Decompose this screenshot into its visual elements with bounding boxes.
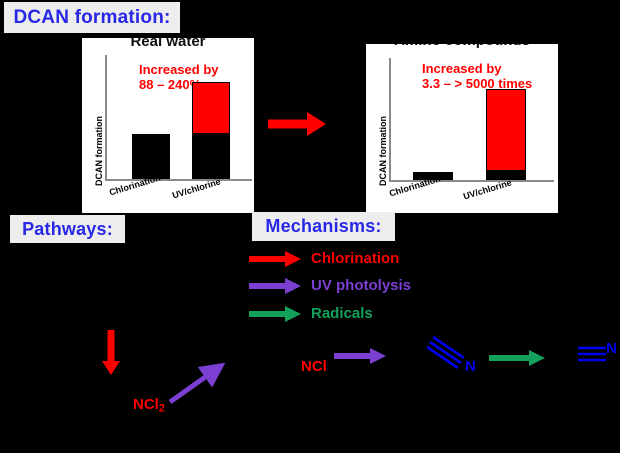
chart-annotation-line-1: Increased by <box>139 62 219 77</box>
arrow-shaft <box>249 256 286 262</box>
dcan-formation-heading: DCAN formation: <box>4 2 180 33</box>
x-axis-line-real-water <box>105 179 252 181</box>
arrow-shaft <box>268 119 308 129</box>
nitrile-n-label: N <box>465 358 476 375</box>
chart-panel-amino-compounds: Amino compounds Increased by 3.3 – > 500… <box>366 44 558 213</box>
arrow-shaft <box>489 355 529 361</box>
pathways-heading-label: Pathways: <box>22 218 113 239</box>
chart-annotation-line-2: 88 – 240% <box>139 76 202 92</box>
uv-photolysis-arrow-diagonal <box>168 362 226 405</box>
arrow-head <box>307 112 326 136</box>
mechanisms-heading-label: Mechanisms: <box>265 216 382 236</box>
monochloramine-label: NCl <box>301 358 327 375</box>
real-water-to-amino-arrow <box>268 112 326 136</box>
mechanisms-heading: Mechanisms: <box>252 212 395 241</box>
legend-label-radicals: Radicals <box>311 305 373 322</box>
pathways-heading: Pathways: <box>10 215 125 243</box>
bar-segment-black <box>486 171 526 180</box>
arrow-shaft <box>249 311 286 317</box>
legend-arrow-chlorination <box>249 251 301 267</box>
legend-arrow-uv-photolysis <box>249 278 301 294</box>
chart-annotation-amino-compounds: Increased by 3.3 – > 5000 times <box>422 61 533 91</box>
arrow-head <box>285 306 301 322</box>
arrow-head <box>102 361 120 375</box>
dichloramine-label: NCl2 <box>133 396 165 414</box>
bar-amino-uv-chlorine <box>486 89 526 180</box>
bar-real-water-uv-chlorine <box>192 82 230 179</box>
y-axis-line-amino-compounds <box>389 58 391 180</box>
y-axis-line-real-water <box>105 55 107 179</box>
arrow-head <box>285 251 301 267</box>
bar-segment-black <box>413 172 453 180</box>
chart-annotation-line-1: Increased by <box>422 61 502 76</box>
dichloramine-text: NCl <box>133 396 159 413</box>
x-axis-line-amino-compounds <box>389 180 554 182</box>
chart-panel-real-water: Real water Increased by 88 – 240% DCAN f… <box>82 38 254 213</box>
nitrile-n-label-2: N <box>606 340 617 357</box>
radicals-arrow-right <box>489 350 545 366</box>
y-axis-label-real-water: DCAN formation <box>94 116 104 186</box>
chart-title-amino-compounds: Amino compounds <box>366 44 558 49</box>
dcan-formation-heading-label: DCAN formation: <box>13 6 171 28</box>
nitrile-structure-slanted <box>426 335 465 370</box>
nitrile-structure-horizontal <box>578 346 606 362</box>
arrow-head <box>529 350 545 366</box>
arrow-head <box>285 278 301 294</box>
bar-real-water-chlorination <box>132 134 170 179</box>
dichloramine-subscript: 2 <box>158 402 165 415</box>
arrow-shaft <box>334 353 371 359</box>
chart-title-real-water: Real water <box>130 38 206 50</box>
chart-annotation-line-2: 3.3 – > 5000 times <box>422 75 533 91</box>
legend-label-uv-photolysis: UV photolysis <box>311 277 412 294</box>
chart-annotation-real-water: Increased by 88 – 240% <box>139 62 219 92</box>
bar-segment-black <box>132 134 170 179</box>
bar-amino-chlorination <box>413 172 453 180</box>
arrow-shaft <box>107 330 115 362</box>
chlorination-arrow-down <box>101 330 121 375</box>
legend-arrow-radicals <box>249 306 301 322</box>
bar-segment-red <box>486 89 526 171</box>
monochloramine-text: NCl <box>301 358 327 375</box>
arrow-head <box>370 348 386 364</box>
bar-segment-red <box>192 82 230 134</box>
legend-label-chlorination: Chlorination <box>311 250 400 267</box>
y-axis-label-amino-compounds: DCAN formation <box>378 116 388 186</box>
bar-segment-black <box>192 134 230 179</box>
arrow-shaft <box>249 283 286 289</box>
uv-photolysis-arrow-right <box>334 348 386 364</box>
